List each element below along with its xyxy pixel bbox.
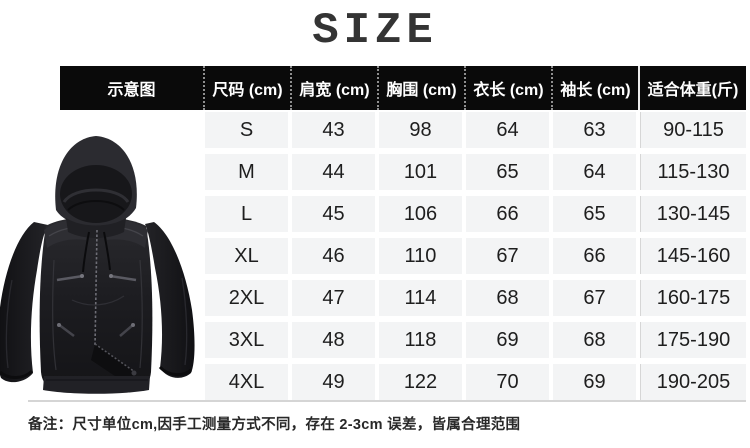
jacket-photo [0, 110, 206, 402]
header-illustration: 示意图 [60, 66, 205, 110]
cell-chest: 106 [379, 196, 466, 232]
header-sleeve: 袖长 (cm) [553, 66, 640, 110]
cell-chest: 101 [379, 154, 466, 190]
header-shoulder: 肩宽 (cm) [292, 66, 379, 110]
cell-sleeve: 66 [553, 238, 640, 274]
header-length: 衣长 (cm) [466, 66, 553, 110]
cell-size: L [205, 196, 292, 232]
cell-shoulder: 47 [292, 280, 379, 316]
table-bottom-divider [28, 400, 746, 402]
cell-chest: 122 [379, 364, 466, 400]
cell-length: 66 [466, 196, 553, 232]
table-row: XL 46 110 67 66 145-160 [60, 238, 746, 274]
cell-shoulder: 49 [292, 364, 379, 400]
cell-length: 65 [466, 154, 553, 190]
cell-weight: 115-130 [640, 154, 746, 190]
cell-weight: 145-160 [640, 238, 746, 274]
cell-chest: 114 [379, 280, 466, 316]
cell-weight: 130-145 [640, 196, 746, 232]
cell-sleeve: 63 [553, 112, 640, 148]
table-row: S 43 98 64 63 90-115 [60, 112, 746, 148]
cell-shoulder: 46 [292, 238, 379, 274]
cell-size: 2XL [205, 280, 292, 316]
table-row: 3XL 48 118 69 68 175-190 [60, 322, 746, 358]
cell-size: 4XL [205, 364, 292, 400]
cell-shoulder: 48 [292, 322, 379, 358]
cell-length: 67 [466, 238, 553, 274]
size-chart-table: 示意图 尺码 (cm) 肩宽 (cm) 胸围 (cm) 衣长 (cm) 袖长 (… [60, 66, 746, 400]
table-row: M 44 101 65 64 115-130 [60, 154, 746, 190]
cell-size: M [205, 154, 292, 190]
cell-weight: 160-175 [640, 280, 746, 316]
cell-chest: 118 [379, 322, 466, 358]
measurement-note: 备注：尺寸单位cm,因手工测量方式不同，存在 2-3cm 误差，皆属合理范围 [28, 417, 521, 433]
header-weight: 适合体重(斤) [647, 82, 739, 99]
cell-sleeve: 65 [553, 196, 640, 232]
table-row: 2XL 47 114 68 67 160-175 [60, 280, 746, 316]
cell-size: XL [205, 238, 292, 274]
jacket-illustration [0, 136, 195, 394]
cell-length: 70 [466, 364, 553, 400]
table-header-row: 示意图 尺码 (cm) 肩宽 (cm) 胸围 (cm) 衣长 (cm) 袖长 (… [60, 66, 746, 110]
cell-length: 69 [466, 322, 553, 358]
cell-length: 68 [466, 280, 553, 316]
cell-weight: 175-190 [640, 322, 746, 358]
cell-sleeve: 64 [553, 154, 640, 190]
cell-size: S [205, 112, 292, 148]
cell-sleeve: 69 [553, 364, 640, 400]
header-chest: 胸围 (cm) [379, 66, 466, 110]
cell-shoulder: 44 [292, 154, 379, 190]
header-size: 尺码 (cm) [205, 66, 292, 110]
cell-weight: 190-205 [640, 364, 746, 400]
cell-shoulder: 43 [292, 112, 379, 148]
page-title: SIZE [312, 6, 438, 56]
cell-chest: 98 [379, 112, 466, 148]
table-row: 4XL 49 122 70 69 190-205 [60, 364, 746, 400]
cell-shoulder: 45 [292, 196, 379, 232]
cell-size: 3XL [205, 322, 292, 358]
table-body: S 43 98 64 63 90-115 M 44 101 65 64 115-… [60, 112, 746, 400]
cell-sleeve: 68 [553, 322, 640, 358]
cell-chest: 110 [379, 238, 466, 274]
cell-sleeve: 67 [553, 280, 640, 316]
cell-length: 64 [466, 112, 553, 148]
table-row: L 45 106 66 65 130-145 [60, 196, 746, 232]
cell-weight: 90-115 [640, 112, 746, 148]
